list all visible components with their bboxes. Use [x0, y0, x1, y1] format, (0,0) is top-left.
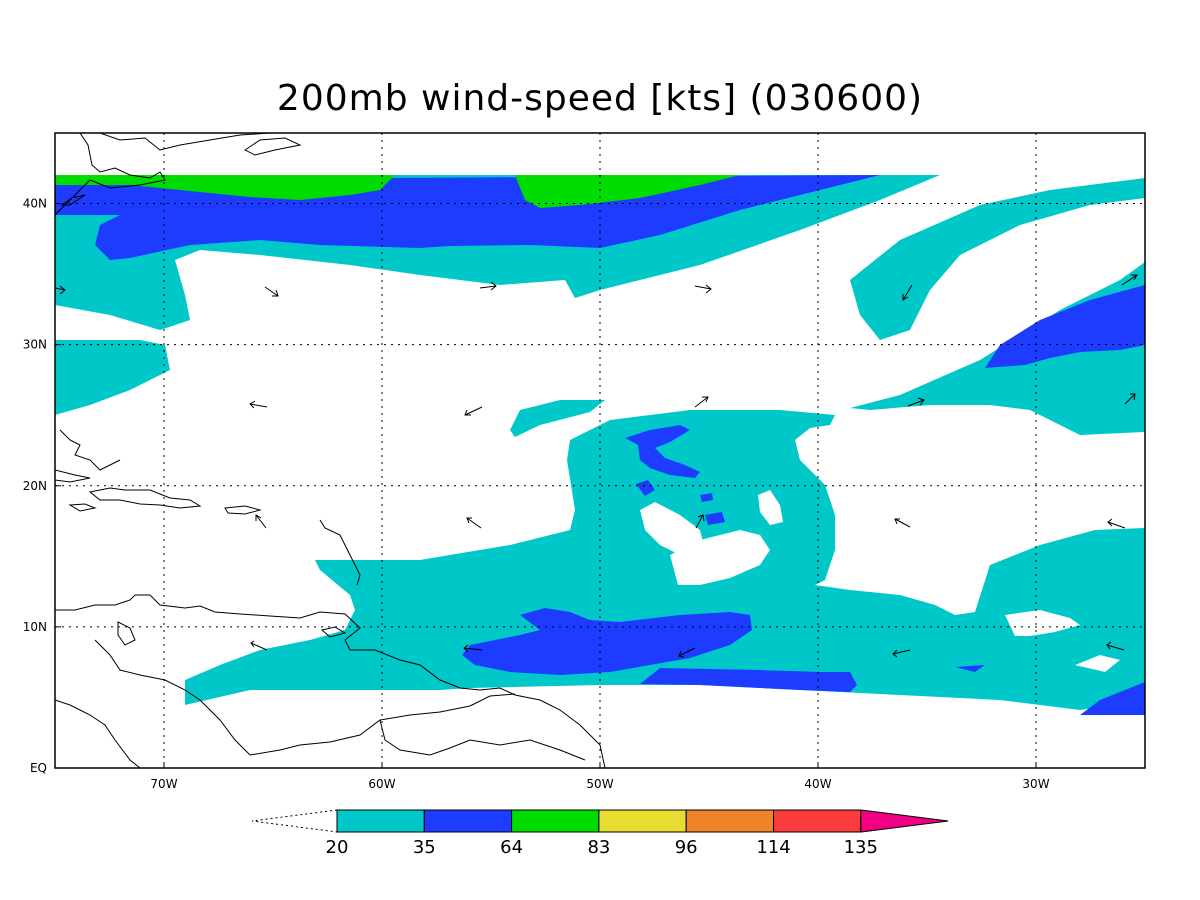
mid-fleck-3 [705, 512, 725, 525]
wind-vector-20 [892, 649, 911, 658]
wind-vector-8 [464, 406, 483, 416]
wind-vector-16 [1107, 518, 1126, 529]
colorbar-band-3 [598, 809, 687, 833]
wind-vector-12 [255, 514, 267, 529]
coast-guianas [379, 719, 586, 761]
mid-band-south-tail [640, 668, 857, 692]
colorbar-label-6: 135 [844, 837, 878, 858]
windspeed-64-83-regions [55, 175, 740, 208]
high-jet-central [515, 175, 740, 208]
coast-puerto-rico [224, 505, 262, 515]
wind-vector-3 [479, 281, 497, 291]
light-band-ne-upper [850, 178, 1145, 340]
lon-label-0: 70W [150, 777, 177, 791]
lon-label-3: 40W [804, 777, 831, 791]
page-title: 200mb wind-speed [kts] (030600) [276, 78, 924, 119]
calm-hole-4 [1005, 610, 1080, 636]
coast-colombia-west [55, 699, 141, 768]
coast-newfoundland [244, 137, 302, 156]
mid-jet-ne [985, 285, 1145, 368]
light-patch-25n [510, 400, 605, 437]
colorbar-band-4 [685, 809, 775, 833]
coast-venezuela-interior [94, 639, 516, 756]
wind-vector-14 [695, 514, 705, 529]
wind-vector-6 [1121, 274, 1138, 286]
wind-vector-4 [694, 284, 712, 294]
colorbar-below-triangle [251, 809, 338, 833]
mid-fleck-2 [700, 493, 713, 502]
mid-band-se [1080, 682, 1145, 715]
colorbar-label-4: 96 [675, 837, 698, 858]
mid-patch-center [625, 425, 700, 478]
wind-vectors [55, 274, 1138, 658]
wind-vector-5 [902, 284, 913, 301]
wind-vector-7 [249, 400, 268, 409]
lon-label-1: 60W [368, 777, 395, 791]
wind-vector-21 [1106, 641, 1125, 651]
wind-vector-15 [894, 518, 911, 528]
lat-label-3: 10N [23, 620, 47, 634]
wind-vector-2 [264, 286, 279, 297]
coast-trinidad [320, 626, 347, 638]
colorbar-label-0: 20 [326, 837, 349, 858]
calm-hole-3 [758, 490, 783, 525]
wind-vector-18 [463, 644, 483, 653]
coast-jamaica [68, 503, 97, 512]
coast-cuba-tail [55, 469, 91, 483]
coast-long-island [60, 194, 86, 206]
coast-bahamas [59, 429, 121, 471]
lat-label-4: EQ [30, 761, 47, 775]
map-axes: 70W 60W 50W 40W 30W 40N 30N 20N 10N EQ [23, 197, 1050, 791]
mid-band-south [462, 608, 752, 675]
lon-label-2: 50W [586, 777, 613, 791]
colorbar-band-2 [511, 809, 600, 833]
light-region-central [185, 410, 1145, 710]
wind-vector-17 [250, 640, 268, 651]
coast-maracaibo [117, 621, 136, 646]
coast-northeast-us [55, 133, 166, 216]
graticule [55, 133, 1145, 768]
wind-vector-9 [694, 396, 709, 408]
mid-fleck-4 [955, 665, 985, 672]
light-band-west [55, 340, 170, 415]
coast-lesser-antilles [319, 519, 361, 586]
colorbar-band-0 [336, 809, 425, 833]
wind-vector-10 [907, 397, 925, 407]
coastlines [55, 133, 606, 768]
coast-canada [99, 133, 271, 151]
calm-hole-5 [1075, 655, 1120, 672]
calm-hole-1 [640, 502, 705, 555]
colorbar-label-3: 83 [587, 837, 610, 858]
calm-hole-2 [670, 530, 770, 585]
wind-vector-13 [466, 517, 482, 529]
calm-holes [640, 490, 1120, 672]
mid-fleck-1 [636, 480, 655, 496]
wind-vector-11 [1124, 393, 1136, 405]
lat-label-0: 40N [23, 197, 47, 211]
colorbar-band-1 [423, 809, 513, 833]
colorbar-label-5: 114 [756, 837, 790, 858]
light-band-ne-lower [850, 262, 1145, 435]
wind-vector-19 [678, 647, 696, 658]
map-plot [55, 133, 1145, 768]
color-bar: 20 35 64 83 96 114 135 [251, 809, 949, 858]
wind-vector-1 [55, 285, 66, 295]
coast-hispaniola [88, 487, 202, 509]
high-jet-west [55, 175, 395, 200]
colorbar-label-1: 35 [413, 837, 436, 858]
colorbar-band-6 [860, 809, 949, 833]
lat-label-2: 20N [23, 479, 47, 493]
lon-label-4: 30W [1022, 777, 1049, 791]
colorbar-label-2: 64 [500, 837, 523, 858]
colorbar-band-5 [773, 809, 862, 833]
lat-label-1: 30N [23, 338, 47, 352]
